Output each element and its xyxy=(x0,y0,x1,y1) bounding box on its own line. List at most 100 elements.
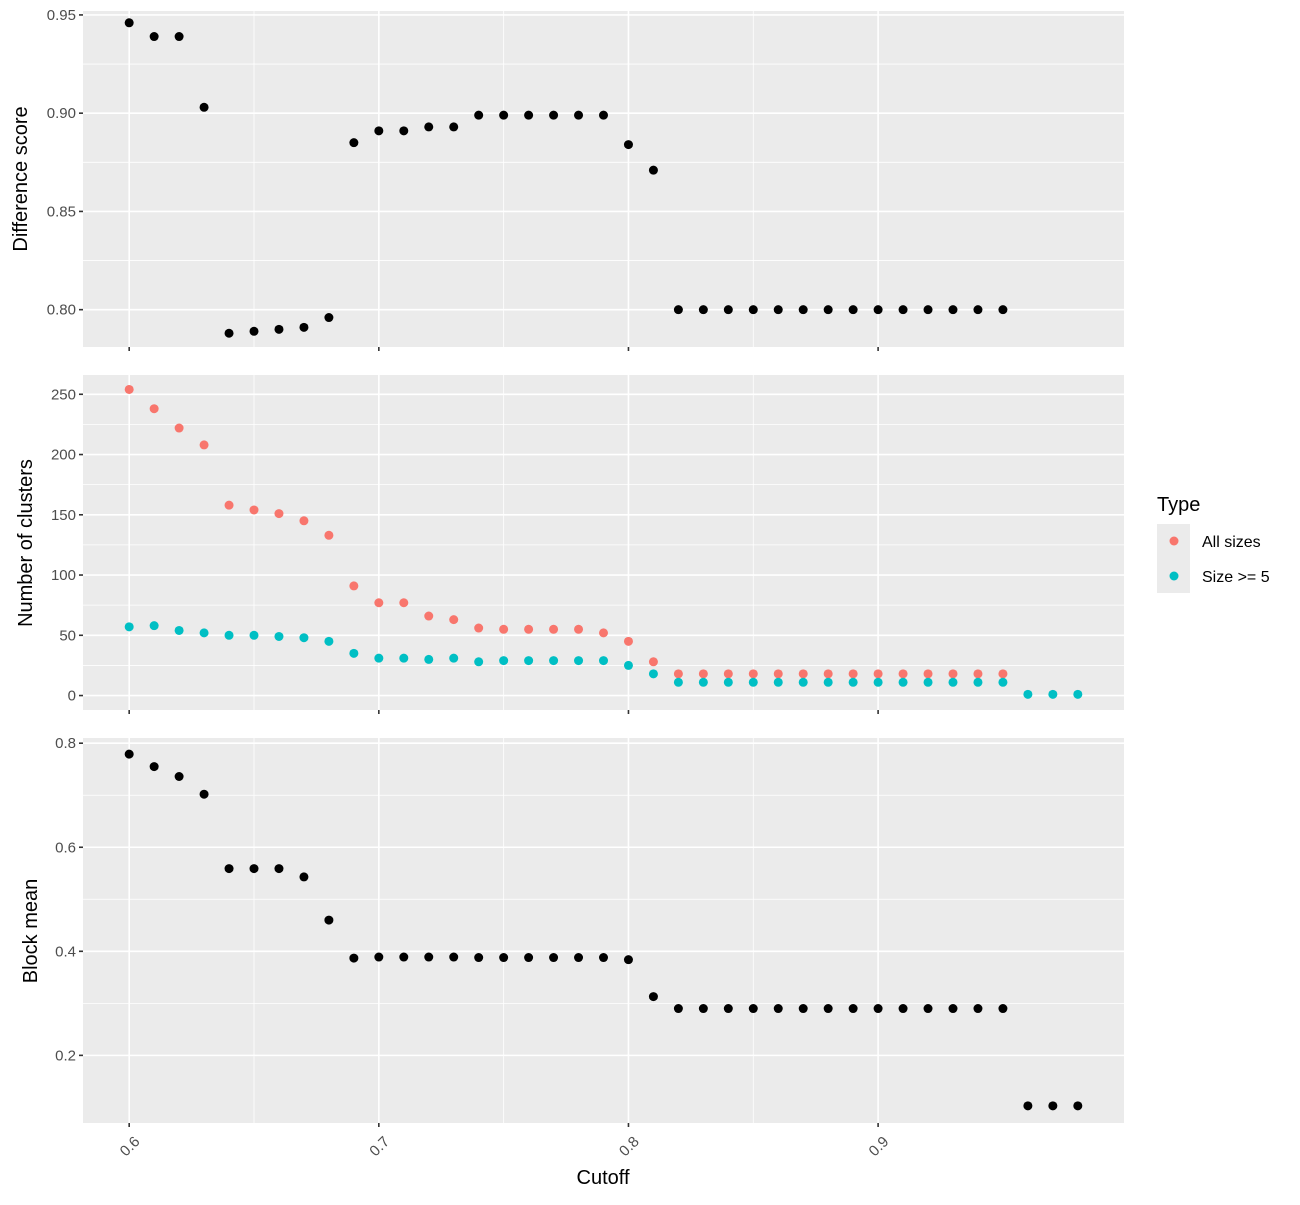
y-tick-label: 0 xyxy=(68,688,76,705)
data-point xyxy=(723,1004,733,1014)
data-point xyxy=(474,657,484,667)
data-point xyxy=(499,624,509,634)
data-point xyxy=(274,864,284,874)
data-point xyxy=(474,110,484,120)
data-point xyxy=(424,122,434,132)
data-point xyxy=(748,669,758,679)
data-point xyxy=(549,656,559,666)
data-point xyxy=(324,915,334,925)
data-point xyxy=(998,677,1008,687)
data-point xyxy=(274,509,284,519)
x-axis-title: Cutoff xyxy=(577,1167,630,1189)
data-point xyxy=(948,305,958,315)
data-point xyxy=(549,624,559,634)
data-point xyxy=(673,669,683,679)
data-point xyxy=(599,953,608,963)
data-point xyxy=(574,656,584,666)
y-tick-label: 0.80 xyxy=(47,302,76,319)
data-point xyxy=(773,305,783,315)
data-point xyxy=(149,762,159,772)
data-point xyxy=(723,669,733,679)
data-point xyxy=(848,669,858,679)
y-axis-title: Number of clusters xyxy=(15,459,37,627)
data-point xyxy=(199,789,209,799)
data-point xyxy=(873,677,883,687)
panel-background xyxy=(83,738,1124,1123)
data-point xyxy=(299,872,309,882)
data-point xyxy=(424,952,434,962)
panel-background xyxy=(83,375,1124,710)
data-point xyxy=(823,305,833,315)
data-point xyxy=(249,505,259,515)
data-point xyxy=(723,305,733,315)
series-1 xyxy=(124,749,1083,1111)
data-point xyxy=(698,305,708,315)
data-point xyxy=(848,305,858,315)
data-point xyxy=(723,677,733,687)
legend-key-all-sizes xyxy=(1169,536,1179,546)
data-point xyxy=(124,384,134,394)
data-point xyxy=(174,772,184,781)
x-tick-label: 0.9 xyxy=(866,1133,893,1160)
data-point xyxy=(648,992,658,1002)
data-point xyxy=(574,110,584,120)
data-point xyxy=(823,669,833,679)
data-point xyxy=(923,677,933,687)
data-point xyxy=(948,677,958,687)
data-point xyxy=(798,305,808,315)
data-point xyxy=(574,624,584,634)
data-point xyxy=(898,1004,908,1014)
y-axis-title: Difference score xyxy=(10,106,32,251)
data-point xyxy=(1023,689,1033,699)
data-point xyxy=(948,669,958,679)
data-point xyxy=(898,305,908,315)
data-point xyxy=(599,110,608,120)
data-point xyxy=(623,660,633,670)
data-point xyxy=(299,322,309,332)
legend-key-background xyxy=(1157,524,1190,593)
data-point xyxy=(324,636,334,646)
data-point xyxy=(948,1004,958,1014)
data-point xyxy=(648,165,658,175)
data-point xyxy=(574,953,584,963)
data-point xyxy=(873,305,883,315)
data-point xyxy=(349,138,359,148)
data-point xyxy=(898,669,908,679)
panel-background xyxy=(83,11,1124,347)
data-point xyxy=(174,423,184,433)
data-point xyxy=(524,110,534,120)
data-point xyxy=(873,1004,883,1014)
y-tick-label: 0.2 xyxy=(55,1047,76,1064)
data-point xyxy=(224,630,234,640)
data-point xyxy=(673,1004,683,1014)
data-point xyxy=(798,669,808,679)
data-point xyxy=(773,677,783,687)
data-point xyxy=(623,140,633,150)
data-point xyxy=(199,628,209,638)
data-point xyxy=(499,656,509,666)
y-axis-title: Block mean xyxy=(20,879,42,984)
data-point xyxy=(499,953,509,963)
data-point xyxy=(324,313,334,323)
data-point xyxy=(474,623,484,633)
data-point xyxy=(374,952,384,962)
panel-3: 0.2 0.4 0.6 0.8 Block mean xyxy=(20,735,1124,1127)
data-point xyxy=(224,328,234,338)
data-point xyxy=(1048,689,1058,699)
data-point xyxy=(748,305,758,315)
data-point xyxy=(873,669,883,679)
data-point xyxy=(199,102,209,112)
data-point xyxy=(349,581,359,591)
data-point xyxy=(224,864,234,874)
y-tick-label: 50 xyxy=(59,627,76,644)
legend-label-all-sizes: All sizes xyxy=(1202,534,1261,551)
panel-2: 0 50 100 150 200 250 Number of clusters xyxy=(15,375,1124,714)
data-point xyxy=(174,32,184,42)
chart-panels: 0.80 0.85 0.90 0.95 Difference score 0 50 100 15… xyxy=(10,7,1124,1160)
data-point xyxy=(1073,1101,1083,1111)
data-point xyxy=(474,953,484,963)
data-point xyxy=(349,648,359,658)
data-point xyxy=(698,1004,708,1014)
data-point xyxy=(249,630,259,640)
